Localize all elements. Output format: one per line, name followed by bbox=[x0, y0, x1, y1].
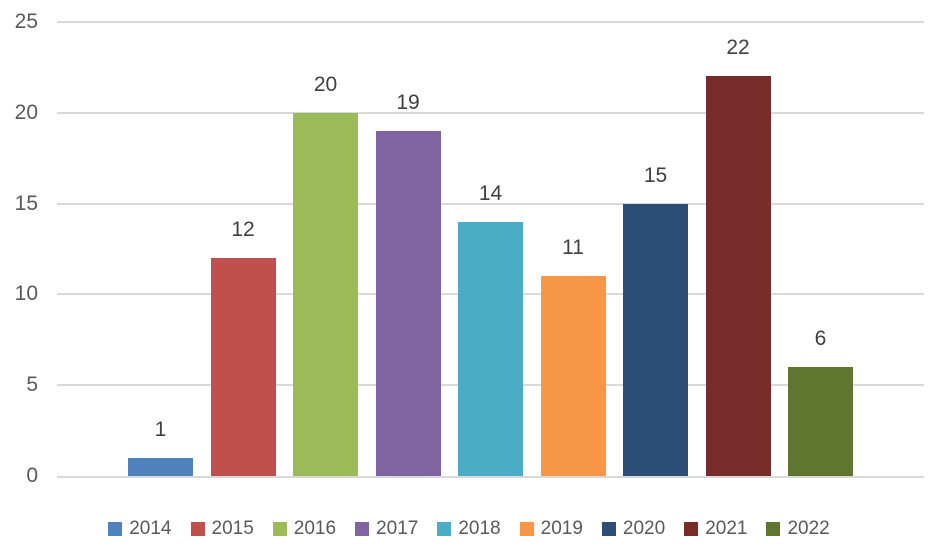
bar-value-label-2020: 15 bbox=[643, 163, 668, 187]
legend-swatch-2014 bbox=[108, 522, 123, 536]
bar-value-label-2014: 1 bbox=[154, 417, 167, 441]
bar-value-label-2016: 20 bbox=[313, 72, 338, 96]
legend-item-2016: 2016 bbox=[272, 518, 337, 540]
bar-value-label-2017: 19 bbox=[396, 90, 420, 114]
y-tick-label-15: 15 bbox=[14, 191, 38, 215]
bar-2015 bbox=[210, 258, 276, 476]
bar-value-label-2019: 11 bbox=[562, 236, 584, 260]
legend-item-2019: 2019 bbox=[519, 518, 583, 540]
y-tick-label-20: 20 bbox=[14, 100, 38, 124]
bar-value-label-2015: 12 bbox=[231, 218, 255, 242]
gridline-20 bbox=[57, 111, 924, 114]
legend-item-2014: 2014 bbox=[108, 518, 172, 540]
legend-item-2017: 2017 bbox=[355, 518, 418, 540]
legend-label-2018: 2018 bbox=[458, 518, 501, 539]
bar-2020 bbox=[623, 203, 688, 476]
bar-value-label-2021: 22 bbox=[726, 36, 750, 60]
legend-swatch-2018 bbox=[437, 522, 452, 536]
legend-label-2021: 2021 bbox=[705, 518, 748, 539]
legend-label-2015: 2015 bbox=[211, 518, 254, 539]
legend-item-2018: 2018 bbox=[437, 518, 501, 540]
legend-label-2017: 2017 bbox=[376, 518, 419, 539]
bar-value-label-2018: 14 bbox=[478, 181, 503, 205]
y-tick-label-0: 0 bbox=[26, 464, 38, 487]
legend-swatch-2017 bbox=[355, 522, 370, 536]
bar-2021 bbox=[705, 76, 771, 476]
gridline-15 bbox=[57, 202, 924, 205]
legend-item-2015: 2015 bbox=[190, 518, 254, 540]
legend-item-2020: 2020 bbox=[601, 518, 666, 540]
legend-label-2020: 2020 bbox=[622, 518, 666, 539]
y-tick-label-5: 5 bbox=[26, 373, 38, 397]
x-axis-line bbox=[57, 476, 924, 478]
legend-swatch-2019 bbox=[519, 522, 534, 536]
legend-item-2021: 2021 bbox=[684, 518, 747, 540]
bar-2019 bbox=[540, 276, 606, 476]
legend-label-2014: 2014 bbox=[129, 518, 172, 539]
legend-swatch-2022 bbox=[766, 522, 781, 536]
bar-2014 bbox=[128, 457, 193, 476]
bar-2022 bbox=[788, 367, 853, 476]
legend-swatch-2021 bbox=[684, 522, 699, 536]
bar-2017 bbox=[375, 130, 441, 476]
legend-label-2022: 2022 bbox=[787, 518, 830, 539]
legend-swatch-2020 bbox=[601, 522, 616, 536]
bar-2016 bbox=[293, 112, 358, 476]
legend-item-2022: 2022 bbox=[766, 518, 830, 540]
legend-label-2019: 2019 bbox=[540, 518, 583, 539]
legend-swatch-2015 bbox=[190, 522, 205, 536]
bar-2018 bbox=[458, 221, 523, 476]
y-tick-label-10: 10 bbox=[14, 282, 38, 306]
bar-value-label-2022: 6 bbox=[814, 327, 827, 351]
legend: 2014 2015 2016 2017 2018 2019 2020 2021 2022 bbox=[0, 514, 938, 544]
legend-swatch-2016 bbox=[272, 522, 287, 536]
gridline-25 bbox=[57, 21, 924, 23]
y-tick-label-25: 25 bbox=[14, 10, 38, 33]
legend-label-2016: 2016 bbox=[293, 518, 337, 539]
